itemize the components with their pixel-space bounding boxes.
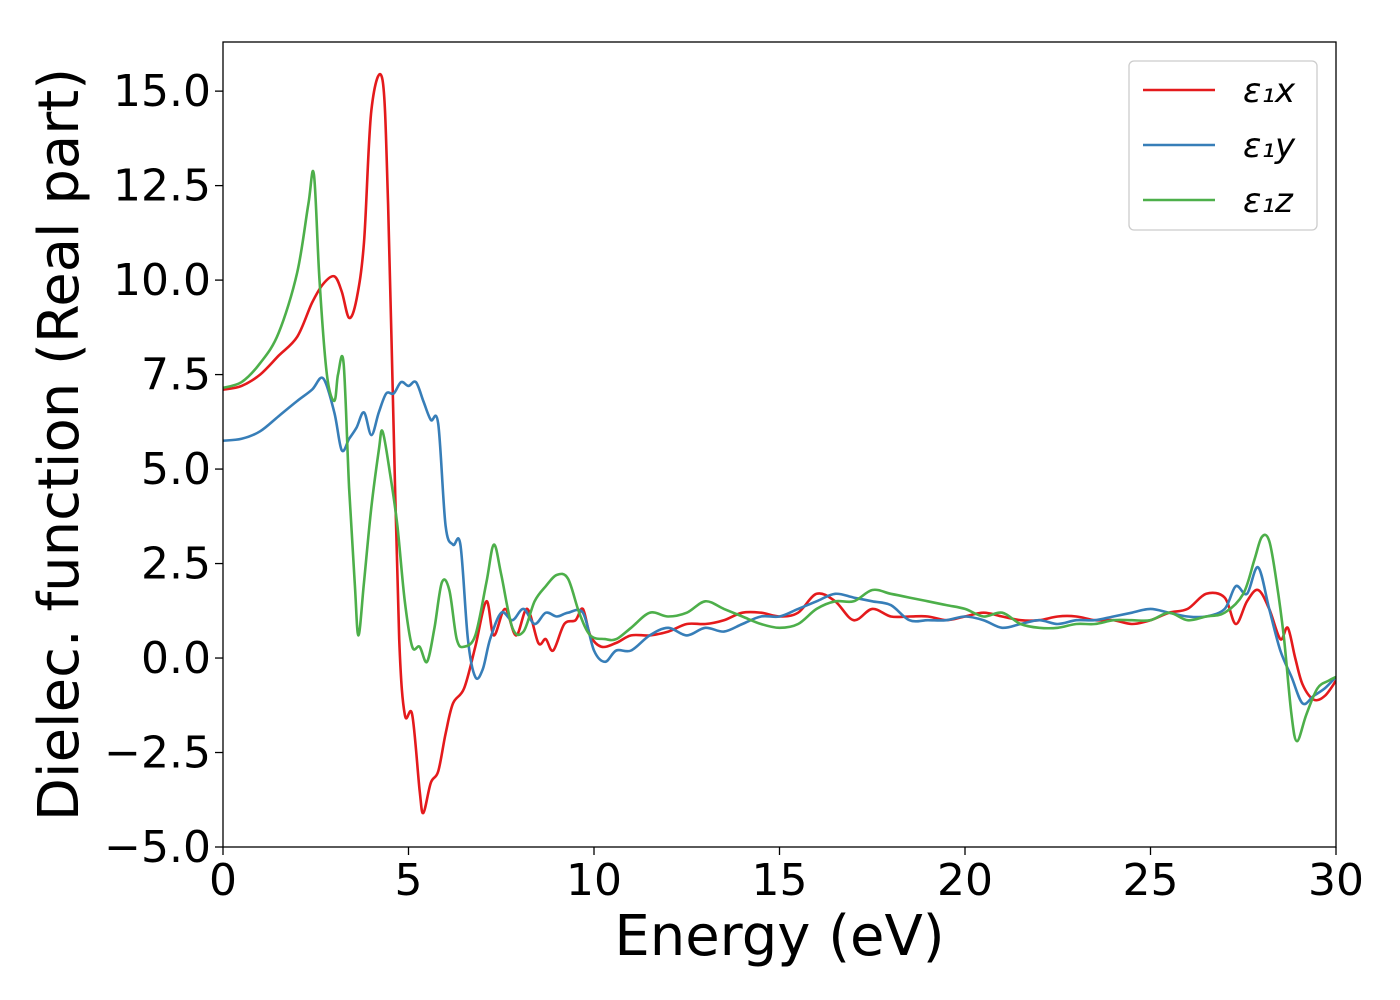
legend: ε₁x ε₁y ε₁z [1128,60,1318,231]
y-axis-label: Dielec. function (Real part) [27,68,92,821]
legend-label-3: ε₁z [1243,181,1294,221]
y-tick-label: −2.5 [104,728,211,779]
y-tick-label: 5.0 [141,444,211,495]
x-tick-label: 0 [209,855,237,906]
series-group [223,72,1336,815]
x-tick-label: 30 [1308,855,1364,906]
y-tick-label: 12.5 [113,161,211,212]
x-axis: 0 5 10 15 20 25 30 [209,847,1364,906]
y-tick-label: 7.5 [141,350,211,401]
y-tick-label: 0.0 [141,633,211,684]
series-line-2 [223,376,1336,706]
x-tick-label: 15 [752,855,808,906]
x-tick-label: 25 [1123,855,1179,906]
x-axis-label: Energy (eV) [614,904,944,969]
legend-label-1: ε₁x [1243,71,1296,111]
x-tick-label: 10 [566,855,622,906]
x-tick-label: 5 [395,855,423,906]
y-tick-label: 2.5 [141,539,211,590]
series-line-3 [223,170,1336,743]
x-tick-label: 20 [937,855,993,906]
y-tick-label: −5.0 [104,822,211,873]
y-axis: −5.0 −2.5 0.0 2.5 5.0 7.5 10.0 12.5 15.0 [104,66,223,873]
y-tick-label: 15.0 [113,66,211,117]
legend-items: ε₁x ε₁y ε₁z [1143,71,1296,221]
legend-label-2: ε₁y [1243,126,1296,166]
legend-box [1128,60,1318,231]
y-tick-label: 10.0 [113,255,211,306]
